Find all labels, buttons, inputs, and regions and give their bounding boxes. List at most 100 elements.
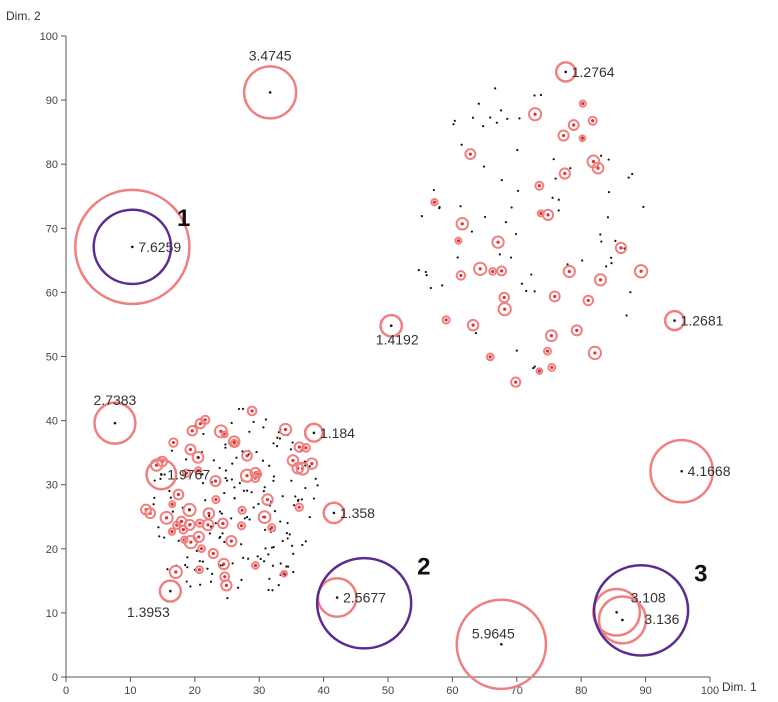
outlier-ring — [587, 345, 603, 361]
group-number-label: 2 — [417, 553, 430, 580]
labeled-outliers: 7.6259 3.4745 1.2764 1.4192 1.2681 2.7383 1.97… — [94, 47, 731, 641]
outlier-point — [619, 246, 623, 250]
outlier-point — [197, 568, 202, 572]
data-point — [420, 215, 423, 218]
data-point — [272, 479, 275, 482]
data-point — [209, 525, 213, 528]
outlier-ring — [241, 449, 253, 462]
outlier-ring — [251, 561, 260, 570]
data-point — [226, 597, 229, 600]
lof-score-label: 2.7383 — [94, 392, 137, 408]
labeled-point — [500, 643, 503, 646]
y-tick-label: 10 — [46, 608, 58, 620]
data-point — [261, 459, 265, 462]
data-point — [289, 448, 293, 451]
data-point — [452, 123, 455, 126]
outlier-point — [456, 239, 461, 243]
lof-circle — [158, 579, 183, 603]
labeled-point — [169, 589, 172, 593]
data-point — [224, 446, 227, 449]
outlier-point — [432, 200, 437, 204]
data-point — [243, 517, 246, 520]
outlier-ring — [267, 523, 277, 533]
outlier-ring — [168, 437, 179, 448]
outlier-point — [188, 447, 193, 452]
data-point — [288, 533, 291, 536]
data-point — [204, 499, 207, 502]
data-point — [277, 584, 280, 587]
data-point — [291, 441, 294, 444]
data-point — [281, 495, 284, 498]
outlier-ring — [217, 517, 229, 530]
outlier-point — [239, 524, 244, 528]
outlier-point — [567, 269, 571, 274]
data-point — [169, 496, 172, 499]
data-point — [211, 572, 214, 575]
outlier-point — [181, 528, 185, 532]
data-point — [157, 526, 160, 529]
y-tick-label: 20 — [46, 544, 58, 556]
outlier-point — [553, 294, 557, 299]
outlier-ring — [441, 315, 451, 325]
data-point — [438, 206, 441, 209]
outlier-ring — [280, 569, 289, 578]
outlier-ring — [209, 474, 222, 488]
labeled-point — [160, 473, 163, 476]
outlier-ring — [570, 324, 583, 337]
outlier-point — [224, 583, 228, 587]
outlier-ring — [548, 290, 561, 303]
lof-circle — [649, 438, 715, 504]
data-point — [271, 589, 274, 592]
data-point — [292, 504, 296, 507]
highlighted-groups: 1 2 3 — [92, 205, 707, 657]
data-point — [614, 239, 617, 242]
data-point — [267, 588, 270, 592]
outlier-point — [581, 102, 585, 106]
data-point — [453, 119, 456, 122]
data-point — [189, 585, 192, 588]
outlier-point — [171, 440, 176, 445]
data-point — [642, 205, 645, 209]
outlier-ring — [497, 302, 512, 317]
x-tick-label: 60 — [446, 685, 458, 697]
outlier-point — [170, 530, 174, 534]
data-point — [256, 555, 259, 558]
outlier-point — [478, 267, 482, 271]
outlier-ring — [225, 534, 238, 548]
lof-circle — [554, 61, 577, 83]
outlier-ring — [534, 180, 545, 191]
outlier-point — [240, 508, 244, 512]
outlier-point — [496, 240, 500, 244]
outlier-ring — [547, 362, 557, 372]
group-highlight-circle — [92, 208, 173, 286]
outlier-ring — [183, 518, 196, 531]
data-point — [206, 567, 209, 570]
outlier-ring — [186, 425, 198, 437]
outlier-point — [213, 479, 218, 483]
outlier-ring — [488, 267, 497, 276]
data-point — [226, 479, 229, 482]
data-point — [237, 407, 241, 411]
lof-circle — [74, 188, 191, 306]
y-tick-label: 40 — [46, 416, 58, 428]
outlier-ring — [543, 346, 552, 356]
outlier-point — [550, 365, 554, 369]
data-point — [152, 503, 155, 506]
data-point — [281, 539, 284, 543]
data-point — [489, 116, 492, 119]
data-point — [286, 521, 289, 525]
y-tick-label: 100 — [40, 31, 58, 43]
data-point — [279, 520, 282, 523]
data-point — [186, 566, 189, 569]
data-point — [263, 486, 266, 489]
data-point — [569, 167, 572, 170]
lof-circle — [145, 458, 178, 491]
outlier-point — [221, 521, 225, 526]
data-point — [255, 450, 258, 454]
data-point — [257, 502, 260, 506]
outlier-point — [491, 269, 495, 274]
y-tick-label: 30 — [46, 480, 58, 492]
outlier-ring — [257, 510, 272, 525]
data-point — [272, 475, 276, 478]
data-point — [197, 456, 200, 459]
